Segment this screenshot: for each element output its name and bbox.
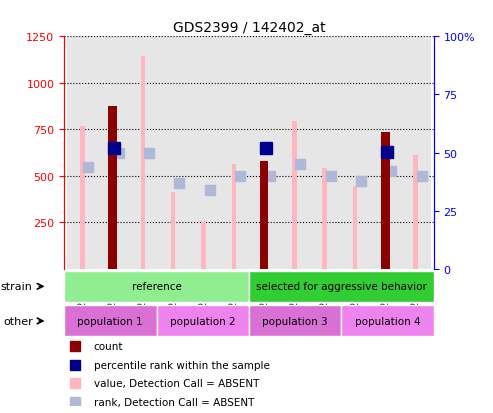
Bar — [322, 169, 327, 269]
Bar — [67, 37, 98, 269]
Text: population 2: population 2 — [170, 316, 236, 326]
Bar — [414, 156, 418, 269]
Title: GDS2399 / 142402_at: GDS2399 / 142402_at — [173, 21, 325, 35]
Bar — [188, 37, 219, 269]
Bar — [249, 271, 434, 302]
Bar — [370, 37, 400, 269]
Text: rank, Detection Call = ABSENT: rank, Detection Call = ABSENT — [94, 397, 254, 407]
Text: population 1: population 1 — [77, 316, 143, 326]
Bar — [381, 133, 389, 269]
Bar — [400, 37, 431, 269]
Bar — [292, 122, 297, 269]
Text: reference: reference — [132, 282, 181, 292]
Bar — [219, 37, 249, 269]
Bar — [158, 37, 188, 269]
Bar — [341, 306, 434, 337]
Text: other: other — [3, 316, 33, 326]
Bar — [353, 187, 357, 269]
Bar — [64, 306, 157, 337]
Bar — [80, 126, 84, 269]
Bar — [279, 37, 310, 269]
Bar — [108, 107, 117, 269]
Bar — [340, 37, 370, 269]
Text: population 4: population 4 — [355, 316, 421, 326]
Text: count: count — [94, 342, 123, 351]
Bar — [171, 192, 176, 269]
Bar — [249, 306, 341, 337]
Bar — [64, 271, 249, 302]
Bar — [141, 57, 145, 269]
Text: strain: strain — [1, 282, 33, 292]
Bar — [128, 37, 158, 269]
Bar — [232, 164, 236, 269]
Text: percentile rank within the sample: percentile rank within the sample — [94, 360, 270, 370]
Bar — [260, 161, 268, 269]
Text: value, Detection Call = ABSENT: value, Detection Call = ABSENT — [94, 379, 259, 389]
Bar — [157, 306, 249, 337]
Bar — [98, 37, 128, 269]
Bar — [249, 37, 279, 269]
Bar — [310, 37, 340, 269]
Text: selected for aggressive behavior: selected for aggressive behavior — [256, 282, 427, 292]
Bar — [201, 221, 206, 269]
Text: population 3: population 3 — [262, 316, 328, 326]
